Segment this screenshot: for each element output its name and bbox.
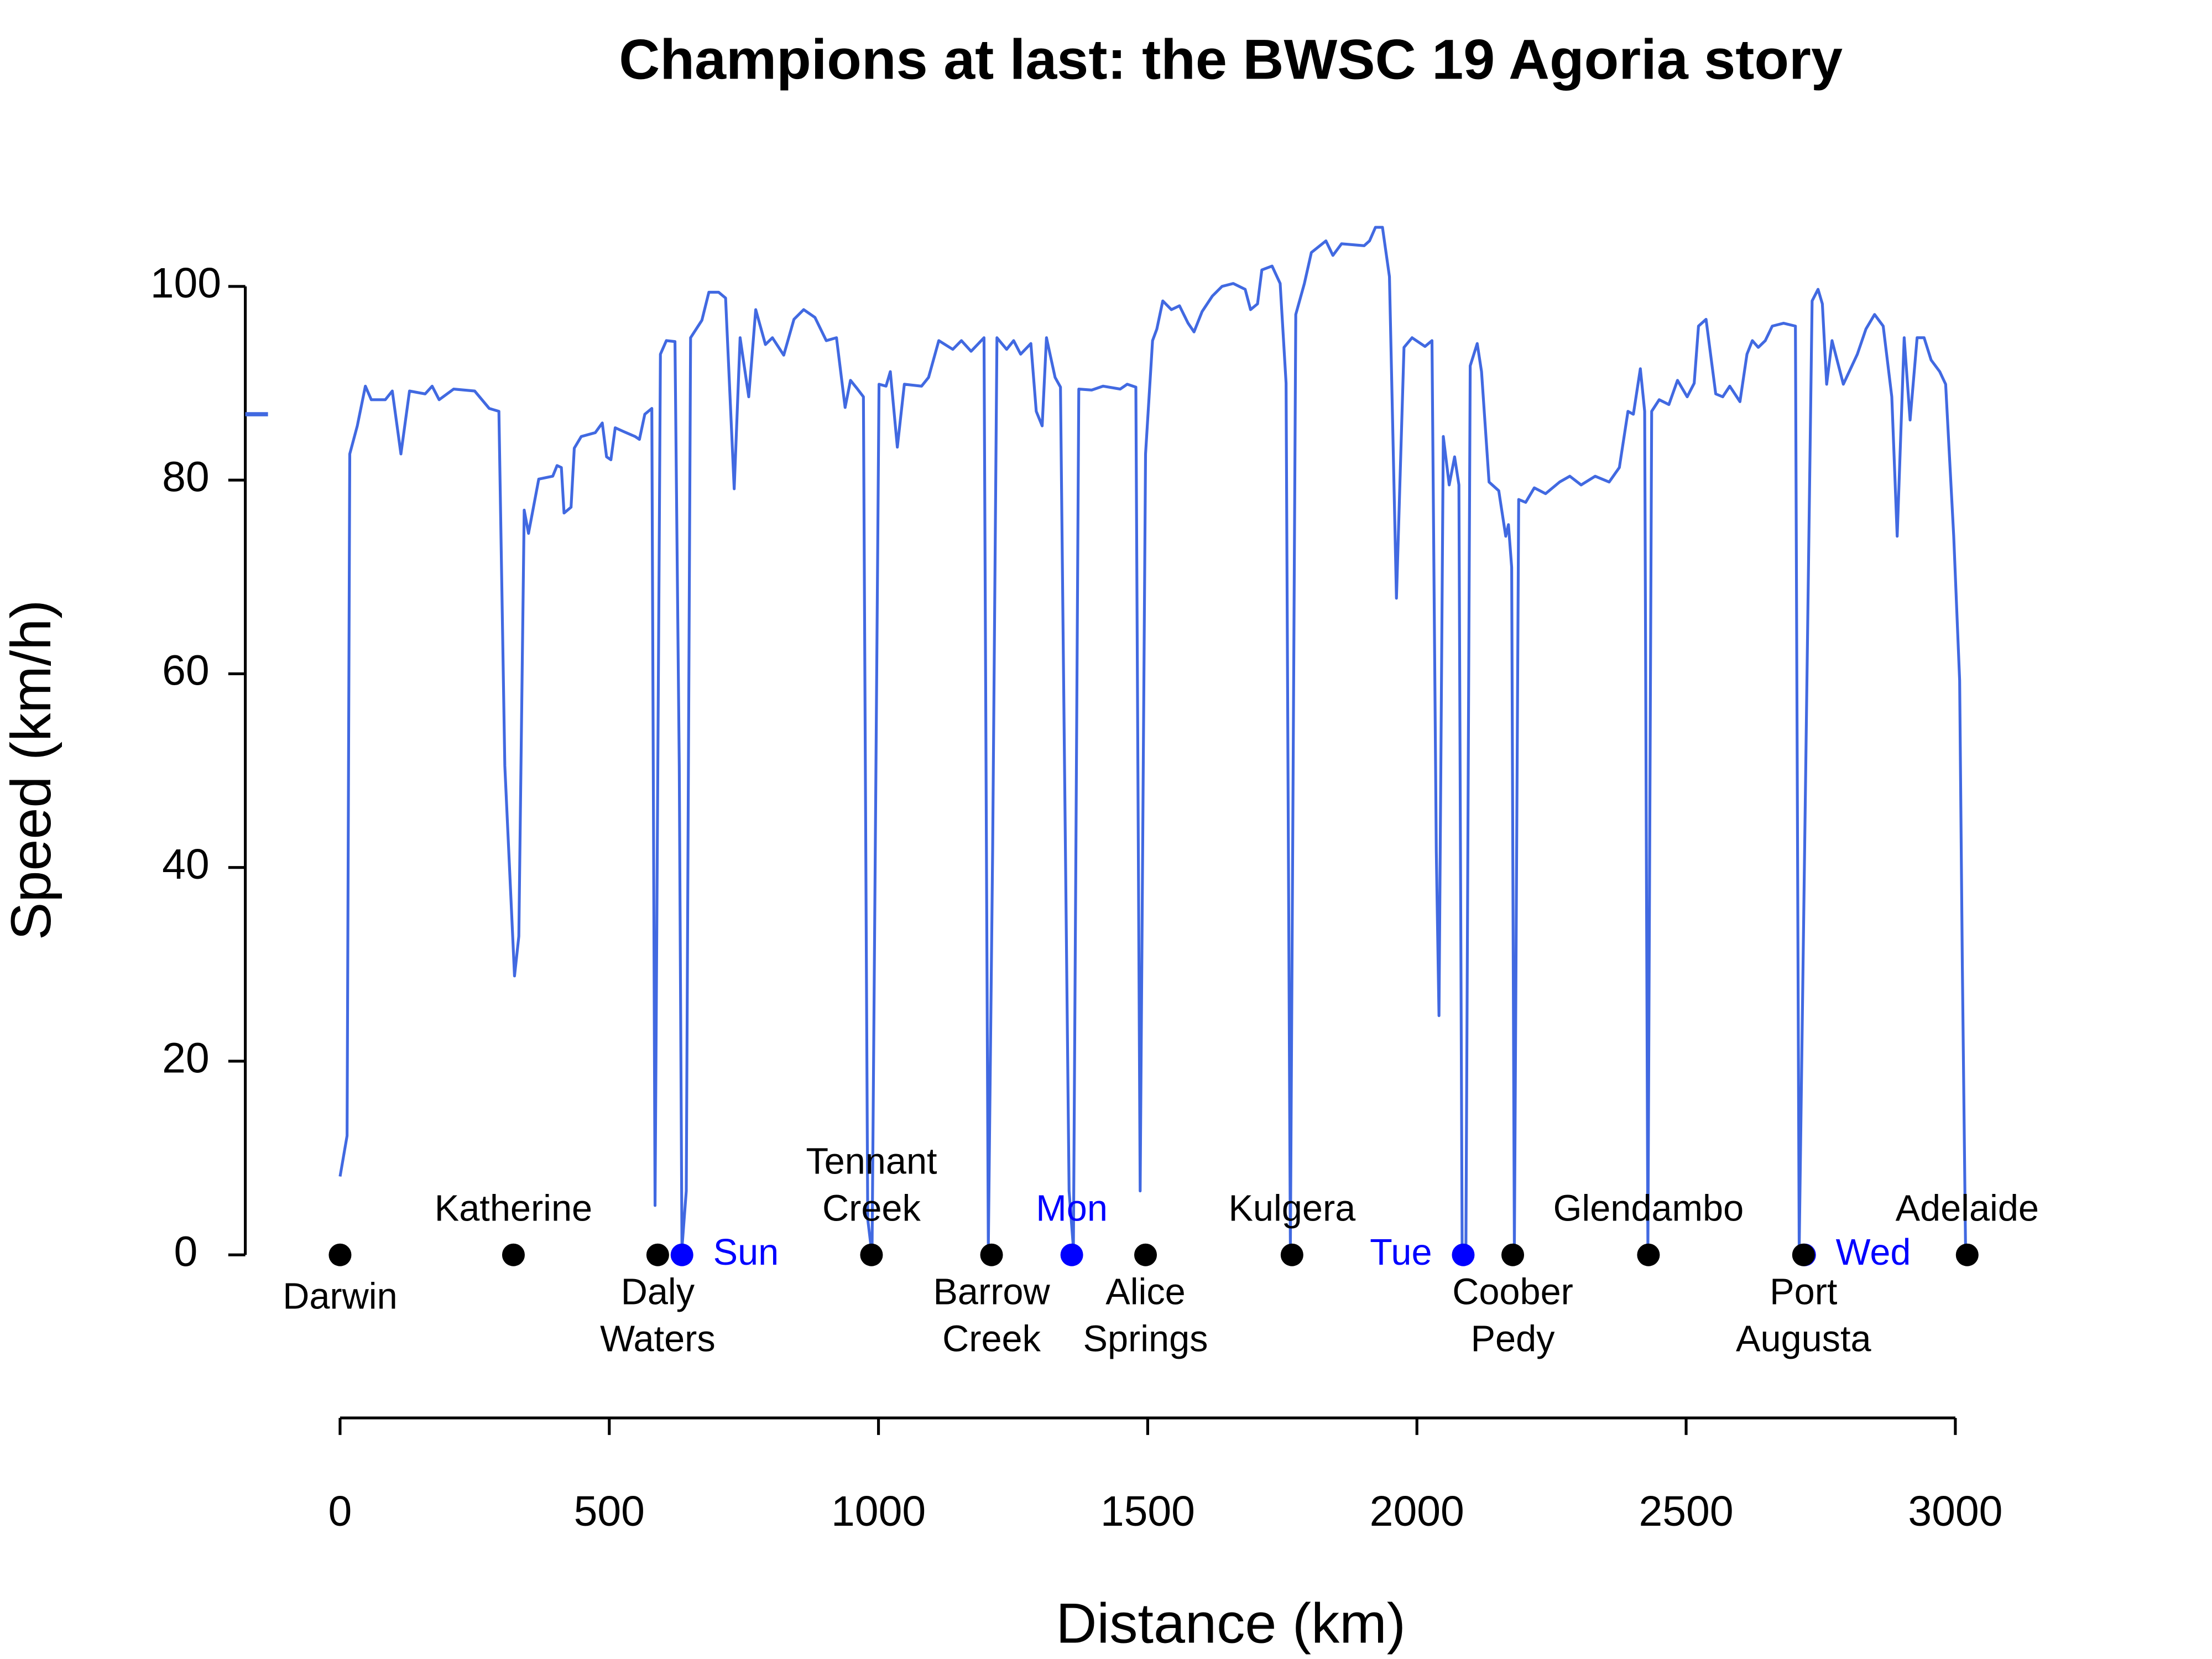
y-tick-label: 0 <box>174 1228 198 1276</box>
place-label: Daly <box>621 1272 695 1313</box>
place-marker <box>1955 1243 1979 1266</box>
place-label: Barrow <box>933 1272 1050 1313</box>
place-marker <box>1792 1243 1815 1266</box>
place-label: Glendambo <box>1553 1188 1744 1229</box>
y-tick-label: 20 <box>162 1034 210 1082</box>
x-tick-label: 500 <box>574 1488 645 1535</box>
place-marker <box>670 1243 693 1266</box>
place-label: Port <box>1770 1272 1838 1313</box>
place-marker <box>1060 1243 1083 1266</box>
place-marker <box>980 1243 1003 1266</box>
place-label: Creek <box>942 1318 1041 1359</box>
place-marker <box>1637 1243 1660 1266</box>
place-label: Mon <box>1036 1188 1108 1229</box>
place-label: Waters <box>600 1318 716 1359</box>
place-label: Sun <box>713 1232 779 1273</box>
speed-line <box>338 226 1967 1256</box>
place-label: Alice <box>1105 1272 1185 1313</box>
place-label: Pedy <box>1471 1318 1556 1359</box>
x-tick-label: 0 <box>328 1488 352 1535</box>
y-axis-label: Speed (km/h) <box>0 600 62 941</box>
y-tick-label: 60 <box>162 647 210 695</box>
place-label: Tennant <box>806 1141 937 1182</box>
place-marker <box>860 1243 883 1266</box>
place-marker <box>646 1243 669 1266</box>
y-tick-label: 100 <box>150 259 221 307</box>
place-label: Springs <box>1083 1318 1208 1359</box>
place-marker <box>328 1243 352 1266</box>
y-tick-label: 40 <box>162 841 210 888</box>
place-label: Darwin <box>283 1276 397 1317</box>
place-marker <box>1501 1243 1525 1266</box>
x-tick-label: 1500 <box>1100 1488 1195 1535</box>
place-label: Coober <box>1452 1272 1573 1313</box>
place-label: Kulgera <box>1228 1188 1356 1229</box>
place-marker <box>1134 1243 1157 1266</box>
place-marker <box>502 1243 525 1266</box>
place-label: Wed <box>1836 1232 1911 1273</box>
place-label: Katherine <box>435 1188 592 1229</box>
y-tick-label: 80 <box>162 453 210 500</box>
x-axis-label: Distance (km) <box>1056 1592 1405 1655</box>
place-label: Augusta <box>1736 1318 1872 1359</box>
place-marker <box>1280 1243 1303 1266</box>
x-tick-label: 2000 <box>1370 1488 1464 1535</box>
x-tick-label: 2500 <box>1639 1488 1734 1535</box>
x-tick-label: 3000 <box>1908 1488 2002 1535</box>
place-label: Creek <box>822 1188 921 1229</box>
x-tick-label: 1000 <box>831 1488 926 1535</box>
place-label: Tue <box>1370 1232 1432 1273</box>
chart-title: Champions at last: the BWSC 19 Agoria st… <box>619 27 1843 91</box>
place-label: Adelaide <box>1896 1188 2039 1229</box>
place-marker <box>1452 1243 1475 1266</box>
